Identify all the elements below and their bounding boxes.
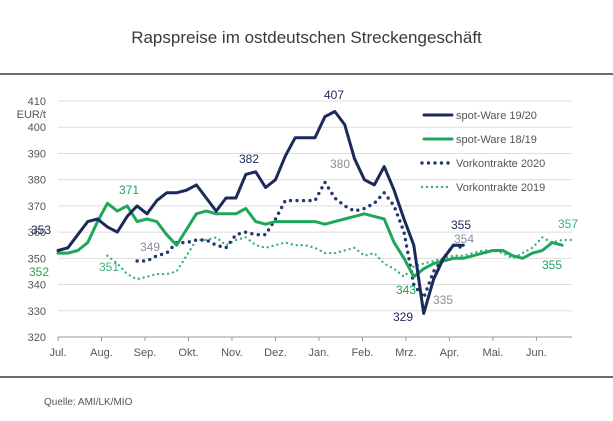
legend: spot-Ware 19/20 spot-Ware 18/19 Vorkontrak… — [420, 110, 545, 194]
data-label: 382 — [239, 152, 259, 166]
x-axis: Jul. Aug. Sep. Okt. Nov. Dez. Jan. Feb. Mrz. Apr.… — [49, 336, 572, 359]
series-line-spot-ware-19-20 — [56, 110, 465, 315]
series-line-vorkontrakte-2020 — [135, 178, 465, 302]
chart-title: Rapspreise im ostdeutschen Streckengesch… — [131, 28, 482, 47]
x-tick-label: Mai. — [483, 347, 504, 359]
data-label: 354 — [454, 232, 474, 246]
y-tick-label: 360 — [28, 227, 46, 239]
data-label: 407 — [324, 88, 344, 102]
y-tick-label: 330 — [28, 306, 46, 318]
data-label: 355 — [451, 218, 471, 232]
y-tick-label: 320 — [28, 332, 46, 344]
top-divider — [0, 73, 613, 75]
x-tick-label: Apr. — [440, 347, 460, 359]
series-line-spot-ware-18-19 — [56, 201, 564, 279]
data-label: 329 — [393, 310, 413, 324]
x-tick-label: Feb. — [351, 347, 373, 359]
x-tick-label: Dez. — [264, 347, 287, 359]
data-label: 355 — [542, 258, 562, 272]
y-tick-label: 370 — [28, 201, 46, 213]
x-tick-label: Jan. — [309, 347, 330, 359]
y-tick-label: 410 — [28, 96, 46, 108]
series-lines — [56, 110, 574, 315]
legend-label: Vorkontrakte 2020 — [456, 158, 545, 170]
x-tick-label: Aug. — [90, 347, 113, 359]
y-tick-label: 350 — [28, 253, 46, 265]
y-tick-label: 380 — [28, 175, 46, 187]
x-tick-label: Mrz. — [395, 347, 416, 359]
data-label: 343 — [396, 283, 416, 297]
bottom-divider — [0, 376, 613, 378]
data-label: 352 — [29, 265, 49, 279]
legend-label: Vorkontrakte 2019 — [456, 182, 545, 194]
y-tick-label: 400 — [28, 122, 46, 134]
data-annotations: 3533523713513493824073803433293353553543… — [29, 88, 578, 324]
gridlines — [58, 100, 572, 312]
legend-label: spot-Ware 19/20 — [456, 110, 537, 122]
x-tick-label: Jun. — [526, 347, 547, 359]
y-tick-label: 340 — [28, 280, 46, 292]
data-label: 351 — [99, 260, 119, 274]
x-tick-label: Nov. — [221, 347, 243, 359]
legend-label: spot-Ware 18/19 — [456, 134, 537, 146]
data-label: 380 — [330, 157, 350, 171]
data-label: 357 — [558, 217, 578, 231]
series-line-vorkontrakte-2019 — [106, 235, 574, 281]
x-tick-label: Sep. — [134, 347, 157, 359]
data-label: 335 — [433, 293, 453, 307]
data-label: 349 — [140, 240, 160, 254]
y-axis-unit: EUR/t — [17, 109, 46, 121]
y-tick-label: 390 — [28, 148, 46, 160]
source-note: Quelle: AMI/LK/MIO — [44, 397, 133, 408]
data-label: 371 — [119, 183, 139, 197]
data-label: 353 — [31, 223, 51, 237]
x-tick-label: Jul. — [49, 347, 66, 359]
x-tick-label: Okt. — [178, 347, 198, 359]
